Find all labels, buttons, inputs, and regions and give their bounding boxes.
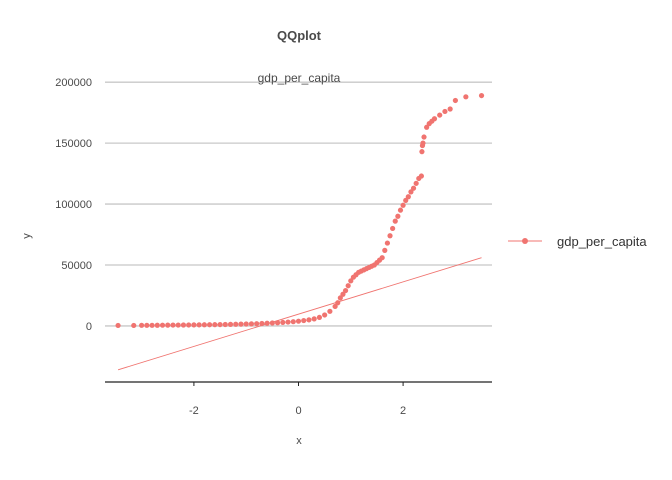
x-axis-label: x (296, 435, 302, 447)
y-tick-label: 100000 (55, 199, 92, 211)
data-points (115, 92, 485, 329)
chart-subtitle: gdp_per_capita (258, 71, 341, 85)
y-axis-label: y (21, 233, 33, 239)
data-point (301, 317, 307, 324)
data-point (115, 322, 121, 329)
data-point (131, 322, 137, 329)
data-point (408, 189, 414, 195)
data-point (144, 322, 150, 328)
data-point (170, 322, 176, 328)
data-point (405, 194, 411, 200)
data-point (243, 321, 249, 327)
gridlines (105, 81, 492, 327)
data-point (217, 321, 223, 328)
data-point (335, 300, 341, 306)
data-point (248, 321, 255, 327)
data-point (421, 134, 427, 140)
data-point (180, 322, 187, 328)
data-point (316, 314, 323, 321)
data-point (212, 322, 218, 328)
y-tick-label: 150000 (55, 138, 92, 150)
legend-marker (522, 238, 528, 244)
data-point (403, 197, 409, 204)
data-point (201, 322, 207, 328)
data-point (165, 322, 171, 328)
data-point (424, 124, 430, 130)
data-point (186, 322, 192, 328)
y-tick-label: 50000 (61, 260, 92, 272)
data-point (384, 240, 391, 246)
data-point (274, 320, 281, 326)
legend-label: gdp_per_capita (557, 234, 647, 249)
data-point (400, 202, 406, 208)
data-point (227, 321, 234, 327)
data-point (233, 321, 239, 327)
data-point (390, 225, 396, 232)
data-point (410, 185, 417, 191)
qq-reference-line (117, 257, 482, 371)
data-point (154, 322, 160, 328)
data-point (392, 218, 398, 224)
y-tick-label: 0 (86, 321, 92, 333)
data-point (397, 207, 404, 213)
data-point (206, 322, 213, 328)
data-point (290, 319, 296, 325)
data-point (332, 303, 338, 310)
data-point (280, 319, 286, 326)
data-point (452, 97, 458, 104)
data-point (379, 255, 385, 261)
data-point (419, 149, 425, 155)
data-point (254, 321, 260, 327)
data-point (306, 317, 312, 323)
data-point (196, 322, 202, 328)
data-point (437, 112, 443, 118)
data-point (463, 94, 469, 100)
data-point (322, 312, 328, 318)
data-point (420, 140, 426, 146)
chart-title: QQplot (277, 28, 322, 43)
data-point (222, 321, 228, 328)
data-point (149, 322, 155, 328)
y-tick-label: 200000 (55, 77, 92, 89)
data-point (345, 283, 351, 289)
data-point (348, 278, 354, 284)
data-point (337, 295, 343, 301)
data-point (342, 287, 349, 294)
data-point (311, 316, 317, 322)
y-tick-labels: 0 50000 100000 150000 200000 (55, 77, 92, 333)
data-point (159, 322, 166, 328)
x-tick-labels: -2 0 2 (189, 382, 406, 417)
x-tick-label: -2 (189, 405, 199, 417)
data-point (175, 322, 181, 328)
data-point (340, 291, 346, 297)
data-point (387, 233, 393, 239)
data-point (395, 213, 401, 219)
data-point (264, 320, 270, 326)
data-point (238, 321, 244, 327)
data-point (327, 308, 333, 314)
data-point (382, 247, 388, 253)
data-point (269, 320, 275, 326)
data-point (431, 116, 438, 122)
data-point (442, 108, 448, 115)
data-point (413, 180, 419, 186)
data-point (191, 322, 197, 328)
x-tick-label: 0 (295, 405, 301, 417)
data-point (139, 322, 145, 328)
data-point (447, 106, 453, 112)
legend: gdp_per_capita (508, 234, 647, 249)
x-tick-label: 2 (400, 405, 406, 417)
data-point (259, 320, 265, 327)
data-point (478, 92, 485, 99)
data-point (418, 173, 424, 179)
data-point (295, 318, 302, 324)
data-point (285, 319, 291, 325)
